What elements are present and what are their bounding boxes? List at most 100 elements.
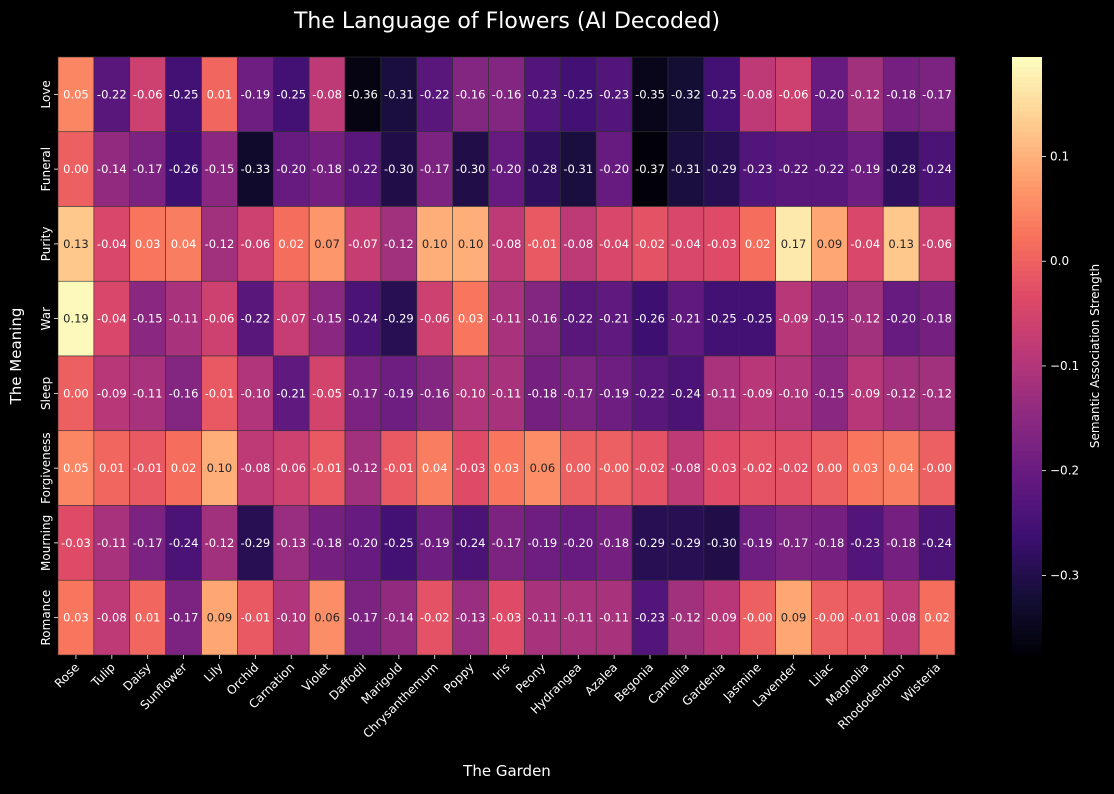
cell-value-label: -0.21: [671, 312, 701, 326]
heatmap-cell: [631, 56, 669, 133]
cell-value-label: -0.18: [886, 536, 916, 550]
heatmap-cell: [847, 206, 884, 282]
cell-value-label: 0.13: [888, 237, 914, 251]
cell-value-label: -0.30: [707, 536, 737, 550]
colorbar-segment: [1012, 326, 1042, 332]
y-tick-label: Romance: [39, 590, 53, 646]
heatmap-cell: [57, 56, 95, 133]
cell-value-label: 0.03: [458, 312, 484, 326]
colorbar-segment: [1012, 415, 1042, 422]
heatmap-cell: [703, 206, 741, 282]
colorbar-tick-label: −0.3: [1050, 568, 1079, 582]
cell-value-label: 0.02: [278, 237, 304, 251]
cell-value-label: 0.03: [852, 461, 878, 475]
heatmap-cell: [595, 280, 633, 357]
cell-value-label: -0.03: [492, 611, 522, 625]
heatmap-cell: [667, 430, 705, 506]
heatmap-cell: [57, 505, 95, 581]
heatmap-cell: [416, 355, 453, 432]
colorbar-segment: [1012, 141, 1042, 148]
heatmap-cell: [847, 430, 884, 506]
colorbar-segment: [1012, 575, 1042, 581]
colorbar-segment: [1012, 455, 1042, 462]
heatmap-cell: [631, 430, 669, 506]
cell-value-label: -0.11: [97, 536, 127, 550]
cell-value-label: -0.19: [240, 87, 270, 101]
cell-value-label: 0.09: [781, 611, 807, 625]
cell-value-label: -0.00: [599, 461, 629, 475]
y-tick-label: Mourning: [39, 515, 53, 571]
colorbar-segment: [1012, 435, 1042, 442]
heatmap-cell: [631, 505, 669, 581]
cell-value-label: -0.06: [240, 237, 270, 251]
heatmap-cell: [775, 131, 812, 207]
cell-value-label: -0.01: [312, 461, 342, 475]
cell-value-label: 0.04: [422, 461, 448, 475]
cell-value-label: 0.01: [207, 87, 233, 101]
cell-value-label: -0.15: [312, 312, 342, 326]
cell-value-label: -0.12: [850, 312, 880, 326]
heatmap-cell: [57, 131, 95, 207]
heatmap-cell: [775, 280, 812, 357]
cell-value-label: -0.22: [348, 162, 378, 176]
colorbar-segment: [1012, 226, 1042, 233]
cell-value-label: -0.12: [922, 386, 952, 400]
cell-value-label: -0.16: [492, 87, 522, 101]
cell-value-label: -0.11: [133, 386, 163, 400]
heatmap-cell: [847, 131, 884, 207]
colorbar-label: Semantic Association Strength: [1088, 264, 1102, 448]
cell-value-label: 0.17: [781, 237, 807, 251]
cell-value-label: -0.10: [276, 611, 306, 625]
cell-value-label: -0.15: [815, 312, 845, 326]
cell-value-label: -0.06: [779, 87, 809, 101]
colorbar-segment: [1012, 475, 1042, 482]
heatmap-cell: [667, 280, 705, 357]
cell-value-label: -0.37: [635, 162, 665, 176]
cell-value-label: -0.17: [133, 162, 163, 176]
heatmap-cell: [488, 579, 525, 656]
colorbar-segment: [1012, 635, 1042, 641]
cell-value-label: -0.17: [348, 611, 378, 625]
colorbar-segment: [1012, 241, 1042, 247]
colorbar-segment: [1012, 296, 1042, 302]
colorbar-segment: [1012, 101, 1042, 108]
heatmap-cell: [667, 206, 705, 282]
cell-value-label: -0.31: [563, 162, 593, 176]
cell-value-label: -0.03: [707, 461, 737, 475]
colorbar-segment: [1012, 156, 1042, 163]
heatmap-cell: [918, 579, 956, 656]
heatmap-cell: [237, 206, 274, 282]
colorbar-segment: [1012, 595, 1042, 601]
cell-value-label: -0.20: [348, 536, 378, 550]
cell-value-label: -0.06: [205, 312, 235, 326]
cell-value-label: -0.23: [527, 87, 557, 101]
colorbar-segment: [1012, 106, 1042, 113]
cell-value-label: -0.11: [563, 611, 593, 625]
heatmap-cell: [811, 206, 848, 282]
cell-value-label: -0.06: [276, 461, 306, 475]
cell-value-label: -0.02: [779, 461, 809, 475]
colorbar-segment: [1012, 221, 1042, 228]
cell-value-label: 0.03: [494, 461, 520, 475]
cell-value-label: -0.18: [922, 312, 952, 326]
cell-value-label: 0.06: [530, 461, 556, 475]
colorbar-segment: [1012, 375, 1042, 382]
heatmap-cell: [703, 579, 741, 656]
heatmap-cell: [272, 430, 310, 506]
cell-value-label: -0.11: [492, 386, 522, 400]
cell-value-label: -0.02: [420, 611, 450, 625]
cell-value-label: -0.29: [384, 312, 414, 326]
heatmap-cell: [595, 505, 633, 581]
colorbar-segment: [1012, 291, 1042, 297]
heatmap-cell: [344, 430, 382, 506]
cell-value-label: -0.17: [922, 87, 952, 101]
cell-value-label: -0.25: [743, 312, 773, 326]
heatmap-cell: [739, 355, 776, 432]
cell-value-label: -0.18: [527, 386, 557, 400]
cell-value-label: -0.13: [456, 611, 486, 625]
cell-value-label: -0.07: [276, 312, 306, 326]
heatmap-cell: [775, 579, 812, 656]
colorbar-segment: [1012, 286, 1042, 292]
y-tick-label: Funeral: [39, 147, 53, 191]
colorbar-segment: [1012, 565, 1042, 571]
